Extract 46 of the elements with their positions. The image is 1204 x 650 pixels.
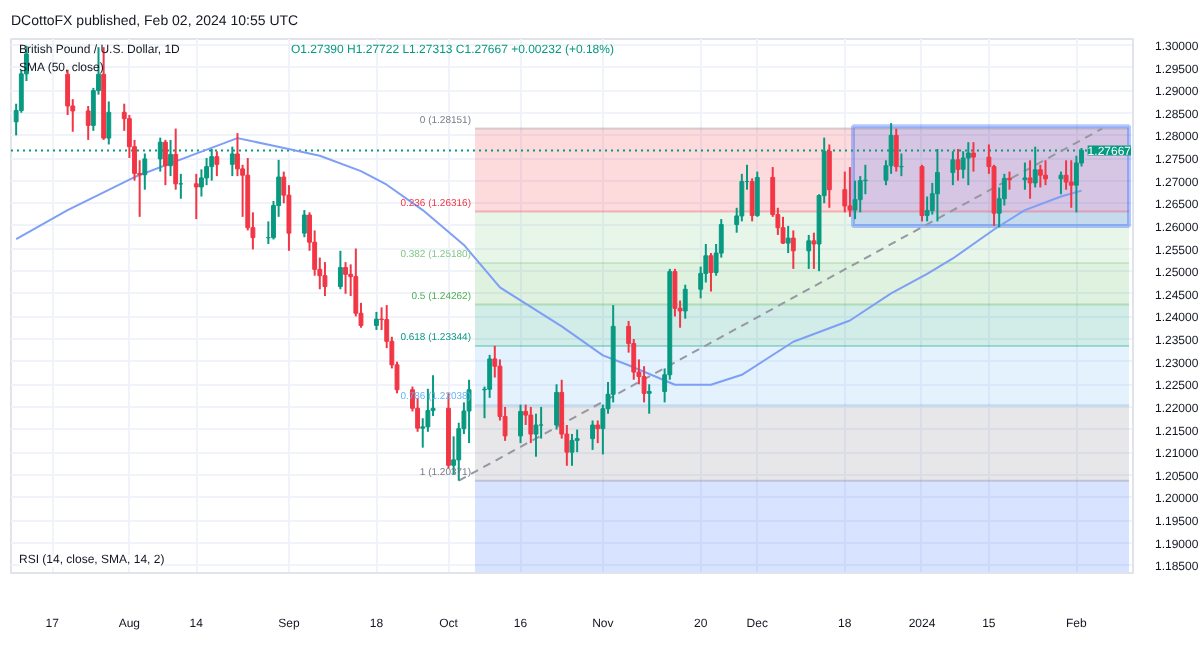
line-series [15,137,1083,386]
candlestick [842,170,848,214]
candlestick [569,433,575,467]
candlestick [826,143,832,209]
candlestick [811,231,817,270]
candlestick [754,170,760,218]
candlestick [971,141,976,173]
candlestick [1043,159,1048,187]
candlestick [682,283,688,320]
candlestick [893,127,899,173]
candlestick [1027,159,1033,200]
candlestick [955,147,961,182]
candlestick [1022,161,1028,191]
candlestick [85,104,91,141]
candlestick [1073,154,1079,214]
candlestick [533,412,539,458]
candlestick [193,172,199,221]
candlestick [749,177,755,223]
candlestick [785,224,791,255]
candlestick [173,127,179,191]
candlestick [106,100,112,146]
candlestick [337,249,343,291]
candlestick [790,229,796,270]
candlestick [162,138,168,187]
candlestick [1068,159,1074,209]
candlestick [595,419,601,445]
candlestick [1037,163,1043,189]
candlestick [806,233,812,270]
candlestick [780,215,786,245]
candlestick [590,419,596,451]
candlestick [646,383,652,415]
candlestick [641,365,647,404]
candlestick [847,166,853,218]
candlestick [301,209,307,239]
candlestick [214,150,220,178]
candlestick [322,261,328,298]
candlestick [343,261,348,295]
candlestick [554,383,559,431]
candlestick [528,405,534,445]
candlestick [373,310,379,331]
candlestick [960,150,966,180]
candlestick [852,179,858,221]
candlestick [708,252,714,293]
candlestick [1007,170,1012,191]
candlestick [1058,170,1064,196]
candlestick [518,403,523,445]
